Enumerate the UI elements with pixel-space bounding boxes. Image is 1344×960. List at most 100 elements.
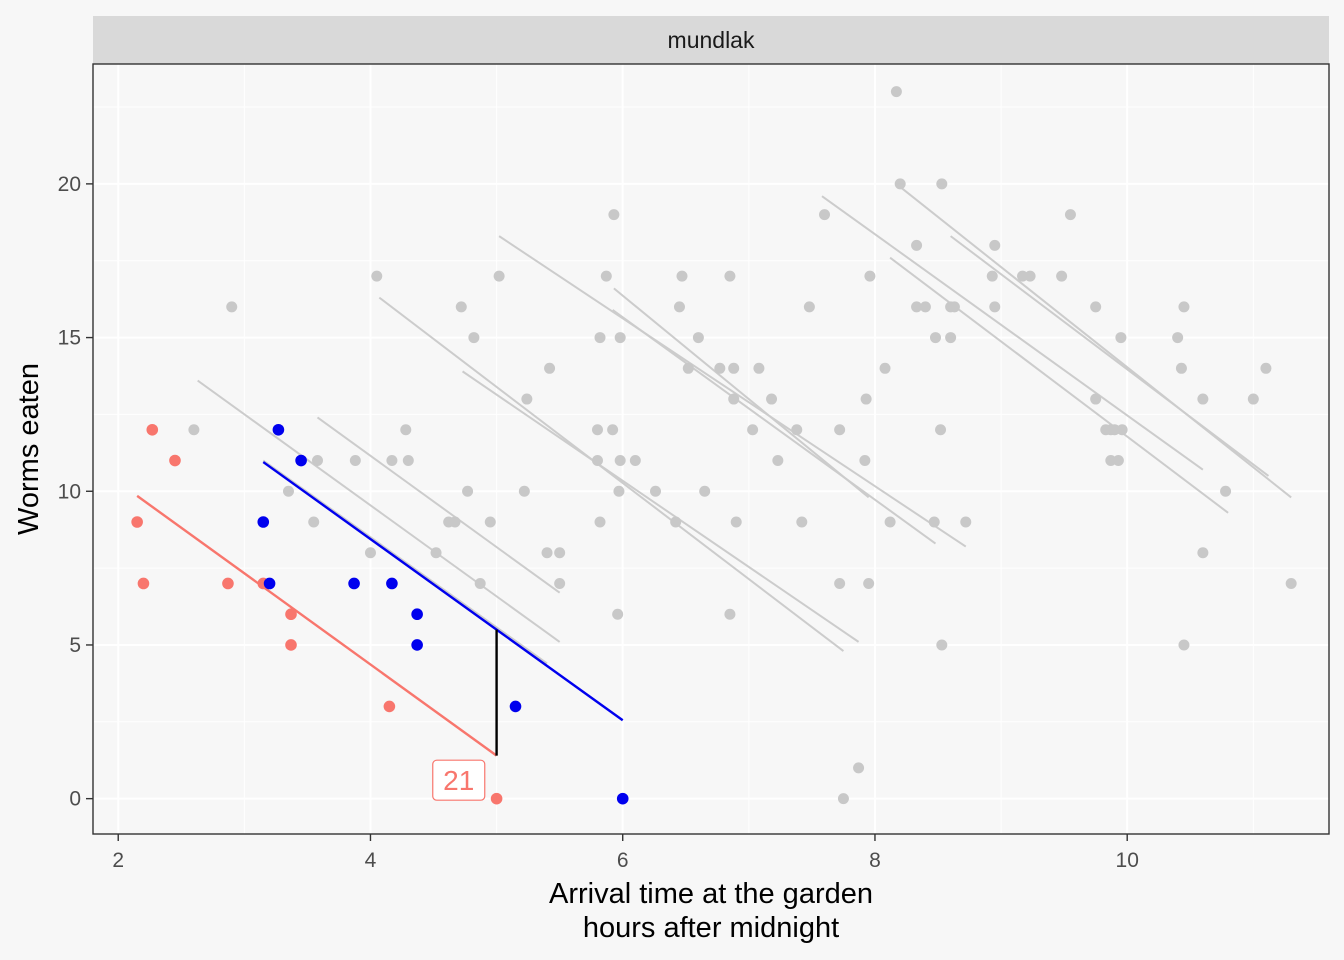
gray-point: [692, 332, 704, 344]
gray-point: [594, 516, 606, 528]
gray-point: [402, 455, 414, 467]
gray-point: [863, 577, 875, 589]
x-tick-label: 8: [869, 849, 881, 872]
gray-point: [834, 577, 846, 589]
gray-point: [1090, 301, 1102, 313]
gray-point: [554, 577, 566, 589]
gray-fit-line: [899, 186, 1292, 499]
gray-point: [919, 301, 931, 313]
gray-point: [541, 547, 553, 559]
gray-point: [614, 455, 626, 467]
gray-point: [1105, 455, 1117, 467]
gray-point: [676, 270, 688, 282]
gray-point: [364, 547, 376, 559]
gray-point: [518, 485, 530, 497]
gray-point: [474, 577, 486, 589]
y-tick-label: 10: [58, 480, 81, 503]
gray-point: [1260, 362, 1272, 374]
gray-fit-line: [613, 287, 870, 499]
red-point: [131, 516, 143, 528]
gray-point: [936, 178, 948, 190]
x-tick-label: 6: [617, 849, 629, 872]
gray-point: [960, 516, 972, 528]
gray-point: [884, 516, 896, 528]
gray-point: [730, 516, 742, 528]
gray-point: [834, 424, 846, 436]
panel-border: [92, 63, 1330, 835]
y-tick-label: 5: [69, 634, 81, 657]
gray-point: [948, 301, 960, 313]
gray-point: [594, 332, 606, 344]
gray-point: [1116, 424, 1128, 436]
blue-point: [263, 577, 276, 590]
blue-point: [295, 454, 307, 467]
gray-point: [600, 270, 612, 282]
gray-point: [673, 301, 685, 313]
red-point: [383, 700, 396, 713]
gray-point: [544, 362, 556, 374]
gray-point: [386, 455, 398, 467]
gray-point: [521, 393, 533, 405]
y-tick-label: 20: [58, 173, 81, 196]
blue-fit-line: [262, 461, 624, 722]
y-tick-label: 15: [58, 327, 81, 350]
blue-point: [257, 516, 270, 528]
gray-fit-line: [612, 309, 937, 545]
red-point: [146, 423, 159, 436]
gray-point: [1109, 424, 1121, 436]
gray-point: [484, 516, 496, 528]
gray-point: [772, 455, 784, 467]
gray-point: [614, 332, 626, 344]
gray-point: [1064, 209, 1076, 221]
grid-minor: [93, 64, 1329, 834]
gray-point: [629, 455, 641, 467]
gray-point: [1090, 393, 1102, 405]
gray-point: [879, 362, 891, 374]
highlight-lines: [136, 461, 624, 757]
gray-point: [724, 270, 736, 282]
blue-point: [348, 577, 360, 590]
annotation: 21: [432, 759, 486, 801]
gray-point: [682, 362, 694, 374]
gray-point: [493, 270, 505, 282]
blue-point: [411, 608, 423, 621]
gray-point: [308, 516, 320, 528]
gray-point: [670, 516, 682, 528]
gray-point: [1115, 332, 1127, 344]
gray-point: [1024, 270, 1036, 282]
plot-panel: [93, 64, 1329, 834]
gray-point: [608, 209, 620, 221]
gray-point: [837, 793, 849, 805]
facet-strip: [93, 16, 1329, 64]
x-axis-title-line1: Arrival time at the garden: [549, 878, 873, 910]
x-tick-label: 4: [365, 849, 377, 872]
gray-point: [864, 270, 876, 282]
gray-point: [766, 393, 778, 405]
gray-point: [894, 178, 906, 190]
gray-point: [945, 332, 957, 344]
gray-point: [554, 547, 566, 559]
blue-point: [411, 639, 423, 651]
gray-point: [650, 485, 662, 497]
gray-point: [607, 424, 619, 436]
blue-point: [386, 577, 398, 590]
gray-point: [591, 424, 603, 436]
gray-point: [935, 424, 947, 436]
red-point: [285, 639, 297, 651]
x-axis-title-line2: hours after midnight: [583, 912, 839, 944]
red-point: [285, 608, 297, 621]
gray-fit-line: [889, 256, 1229, 514]
gray-point: [1112, 455, 1124, 467]
gray-point: [728, 393, 740, 405]
blue-point: [509, 700, 522, 713]
gray-point: [1178, 639, 1190, 651]
gray-fit-line: [262, 459, 548, 665]
gray-fit-line: [498, 235, 967, 548]
gray-fit-line: [950, 235, 1270, 477]
gray-point: [911, 239, 923, 251]
gray-point: [430, 547, 442, 559]
red-point: [490, 792, 503, 805]
gray-point: [859, 455, 871, 467]
gray-point: [1247, 393, 1259, 405]
gray-fit-line: [461, 370, 860, 643]
